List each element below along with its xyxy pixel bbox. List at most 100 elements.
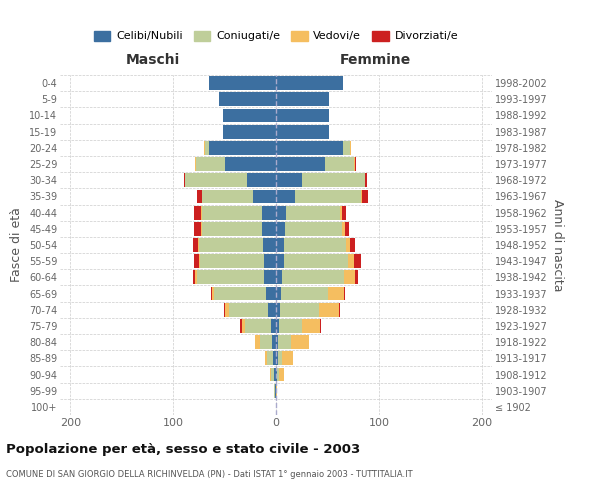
Text: Popolazione per età, sesso e stato civile - 2003: Popolazione per età, sesso e stato civil… xyxy=(6,442,360,456)
Bar xyxy=(194,222,201,235)
Bar xyxy=(273,352,276,365)
Bar xyxy=(214,286,266,300)
Bar xyxy=(361,190,362,203)
Bar xyxy=(270,368,271,382)
Bar xyxy=(276,92,329,106)
Bar xyxy=(271,319,276,333)
Bar xyxy=(320,319,321,333)
Bar xyxy=(201,222,202,235)
Bar xyxy=(263,254,276,268)
Bar xyxy=(276,174,302,187)
Bar xyxy=(199,254,200,268)
Bar xyxy=(198,238,199,252)
Bar xyxy=(245,319,271,333)
Bar xyxy=(284,238,346,252)
Bar xyxy=(274,368,276,382)
Bar xyxy=(262,222,276,235)
Bar xyxy=(193,238,198,252)
Bar xyxy=(276,238,284,252)
Text: Maschi: Maschi xyxy=(126,54,180,68)
Bar xyxy=(342,222,345,235)
Bar xyxy=(282,270,344,284)
Bar xyxy=(295,190,361,203)
Bar xyxy=(196,157,224,171)
Bar xyxy=(200,254,263,268)
Bar xyxy=(276,336,278,349)
Bar xyxy=(224,303,229,316)
Bar xyxy=(325,157,354,171)
Bar xyxy=(268,303,276,316)
Bar xyxy=(344,270,355,284)
Text: Femmine: Femmine xyxy=(340,54,410,68)
Bar xyxy=(211,286,212,300)
Y-axis label: Anni di nascita: Anni di nascita xyxy=(551,198,565,291)
Bar xyxy=(302,319,320,333)
Bar xyxy=(240,319,242,333)
Bar xyxy=(194,254,199,268)
Bar xyxy=(276,108,329,122)
Bar xyxy=(224,157,276,171)
Bar xyxy=(340,206,342,220)
Bar xyxy=(229,303,268,316)
Bar xyxy=(276,190,295,203)
Bar xyxy=(279,319,302,333)
Bar xyxy=(272,336,276,349)
Bar xyxy=(275,384,276,398)
Bar xyxy=(197,190,202,203)
Bar xyxy=(195,270,197,284)
Bar xyxy=(202,206,262,220)
Bar xyxy=(365,174,367,187)
Bar xyxy=(354,254,361,268)
Bar xyxy=(253,190,276,203)
Bar xyxy=(201,206,202,220)
Bar xyxy=(274,384,275,398)
Bar xyxy=(286,206,340,220)
Bar xyxy=(256,336,260,349)
Bar xyxy=(279,368,284,382)
Bar xyxy=(212,286,214,300)
Bar xyxy=(195,157,196,171)
Bar xyxy=(267,352,273,365)
Bar xyxy=(276,303,280,316)
Bar xyxy=(302,174,365,187)
Bar xyxy=(282,352,293,365)
Bar xyxy=(343,141,350,154)
Bar xyxy=(354,157,355,171)
Bar xyxy=(345,222,349,235)
Bar xyxy=(346,238,350,252)
Bar xyxy=(271,368,274,382)
Bar xyxy=(328,286,344,300)
Bar xyxy=(276,254,284,268)
Bar xyxy=(344,286,345,300)
Bar xyxy=(348,254,354,268)
Bar xyxy=(292,336,309,349)
Bar xyxy=(199,238,263,252)
Bar xyxy=(247,174,276,187)
Bar xyxy=(281,286,328,300)
Bar xyxy=(262,206,276,220)
Bar xyxy=(242,319,245,333)
Bar xyxy=(276,76,343,90)
Bar xyxy=(362,190,368,203)
Bar xyxy=(278,336,292,349)
Bar xyxy=(284,254,348,268)
Bar xyxy=(263,270,276,284)
Bar xyxy=(202,190,253,203)
Bar xyxy=(276,368,277,382)
Bar xyxy=(278,352,282,365)
Y-axis label: Fasce di età: Fasce di età xyxy=(10,208,23,282)
Bar xyxy=(280,303,319,316)
Bar xyxy=(260,336,272,349)
Bar xyxy=(355,270,358,284)
Bar xyxy=(223,108,276,122)
Bar xyxy=(276,286,281,300)
Bar xyxy=(193,270,195,284)
Bar xyxy=(263,238,276,252)
Bar xyxy=(339,303,340,316)
Bar xyxy=(205,141,209,154)
Bar xyxy=(285,222,342,235)
Bar xyxy=(276,157,325,171)
Bar xyxy=(276,319,279,333)
Bar xyxy=(265,352,267,365)
Bar xyxy=(209,141,276,154)
